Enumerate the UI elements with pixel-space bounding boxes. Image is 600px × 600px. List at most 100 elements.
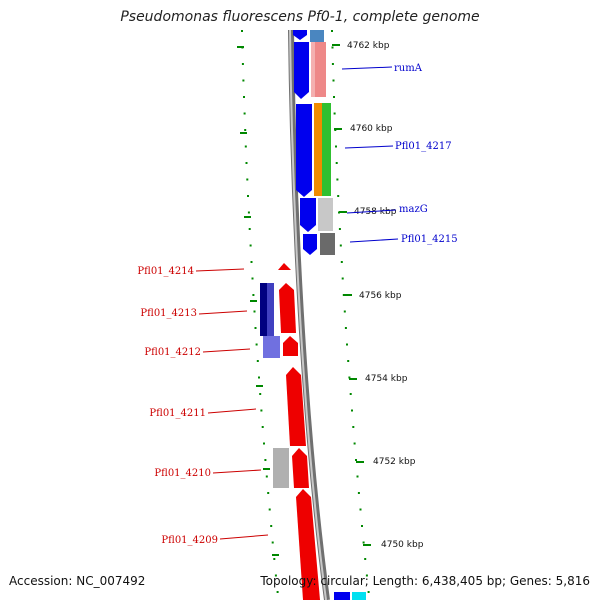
cds-Pfl01_4217	[296, 103, 331, 197]
ring-dot	[256, 360, 259, 362]
scale-tick: 4762 kbp	[332, 41, 390, 51]
ring-dot	[343, 310, 346, 313]
ring-dot	[356, 475, 359, 478]
svg-text:rumA: rumA	[394, 63, 423, 74]
ring-dot	[265, 475, 268, 478]
cds-Pfl01_4212	[263, 336, 298, 358]
gene-label-rumA: rumA	[341, 63, 423, 74]
gene-label-Pfl01_4212: Pfl01_4212	[144, 347, 251, 358]
cds-forward-top	[293, 30, 324, 42]
ring-dot	[337, 195, 340, 197]
svg-text:4752 kbp: 4752 kbp	[373, 457, 416, 467]
svg-text:Pfl01_4212: Pfl01_4212	[144, 347, 201, 358]
ring-dot	[362, 541, 365, 544]
scale-tick: 4758 kbp	[339, 207, 397, 217]
ring-dot	[339, 244, 342, 247]
ring-dot	[338, 228, 341, 230]
scale-tick: 4750 kbp	[363, 540, 424, 550]
ring-dot	[244, 129, 247, 131]
ring-dot	[342, 294, 345, 296]
backbone	[288, 29, 330, 600]
ring-dot	[255, 343, 258, 346]
ring-dot	[335, 162, 338, 164]
ring-dot	[260, 409, 263, 412]
ring-dot	[249, 244, 252, 247]
ring-dot	[273, 558, 276, 560]
gene-label-Pfl01_4214: Pfl01_4214	[137, 266, 245, 277]
svg-text:4760 kbp: 4760 kbp	[350, 124, 393, 134]
ring-dot	[243, 112, 246, 115]
ring-dot	[247, 195, 249, 197]
forward-labels: rumA Pfl01_4217 mazG Pfl01_4215	[341, 63, 458, 245]
ring-dot	[258, 376, 260, 379]
svg-text:Pfl01_4213: Pfl01_4213	[140, 308, 197, 319]
svg-text:4756 kbp: 4756 kbp	[359, 291, 402, 301]
ring-dot	[364, 558, 367, 560]
scale-tick: 4756 kbp	[344, 291, 402, 301]
ring-dot	[331, 46, 334, 49]
ring-dot	[267, 492, 270, 494]
map-title: Pseudomonas fluorescens Pf0-1, complete …	[120, 9, 480, 25]
gene-label-mazG: mazG	[346, 204, 428, 215]
ring-dot	[270, 525, 273, 527]
cds-rumA	[294, 42, 326, 99]
ring-dot	[259, 393, 262, 395]
genome-summary-text: Topology: circular; Length: 6,438,405 bp…	[260, 574, 590, 588]
ring-dot	[252, 294, 255, 296]
ring-dot	[253, 310, 256, 313]
ring-dot	[353, 442, 356, 445]
cds-mazG	[300, 198, 333, 232]
ring-dot	[274, 574, 277, 577]
cds-Pfl01_4213	[260, 283, 296, 336]
ring-dot	[352, 426, 355, 428]
scale-tick: 4752 kbp	[356, 457, 416, 467]
reverse-strand-features	[260, 263, 320, 600]
ring-dot	[349, 393, 352, 395]
ring-dot	[344, 327, 347, 329]
ring-dot	[336, 178, 339, 181]
svg-text:Pfl01_4210: Pfl01_4210	[154, 468, 211, 479]
ring-dot	[243, 96, 245, 98]
forward-strand-features	[293, 30, 366, 600]
ring-dot	[333, 96, 335, 98]
cds-forward-bottom	[334, 592, 366, 600]
scale-ticks: 4762 kbp 4760 kbp 4758 kbp 4756 kbp 4754…	[332, 41, 424, 550]
cds-Pfl01_4209	[296, 489, 320, 600]
ring-dot	[276, 591, 279, 593]
svg-text:4762 kbp: 4762 kbp	[347, 41, 390, 51]
ring-dot	[347, 360, 350, 362]
cds-Pfl01_4214	[278, 263, 291, 270]
gene-label-Pfl01_4211: Pfl01_4211	[149, 408, 257, 419]
ring-dot	[331, 30, 333, 32]
ring-dot	[264, 459, 267, 461]
outer-dotted-ring	[331, 30, 370, 593]
ring-dot	[357, 492, 360, 494]
gene-label-Pfl01_4209: Pfl01_4209	[161, 534, 269, 546]
ring-dot	[261, 426, 264, 428]
ring-dot	[355, 459, 357, 461]
ring-dot	[251, 277, 254, 280]
ring-dot	[340, 261, 343, 263]
gene-label-Pfl01_4217: Pfl01_4217	[344, 141, 452, 152]
cds-Pfl01_4211	[286, 367, 306, 446]
svg-text:Pfl01_4211: Pfl01_4211	[149, 408, 206, 419]
ring-dot	[250, 261, 253, 263]
ring-dot	[263, 442, 265, 445]
accession-text: Accession: NC_007492	[9, 574, 146, 588]
ring-dot	[268, 508, 271, 511]
svg-text:Pfl01_4214: Pfl01_4214	[137, 266, 194, 277]
ring-dot	[332, 79, 335, 82]
cds-Pfl01_4210	[273, 448, 309, 488]
ring-dot	[367, 591, 370, 593]
ring-dot	[246, 178, 249, 181]
svg-text:4754 kbp: 4754 kbp	[365, 374, 408, 384]
svg-text:4758 kbp: 4758 kbp	[354, 207, 397, 217]
gene-label-Pfl01_4215: Pfl01_4215	[349, 234, 458, 245]
svg-text:4750 kbp: 4750 kbp	[381, 540, 424, 550]
ring-dot	[348, 376, 351, 379]
ring-dot	[244, 145, 247, 148]
ring-dot	[335, 145, 337, 148]
ring-dot	[365, 574, 368, 577]
svg-text:Pfl01_4215: Pfl01_4215	[401, 234, 458, 245]
